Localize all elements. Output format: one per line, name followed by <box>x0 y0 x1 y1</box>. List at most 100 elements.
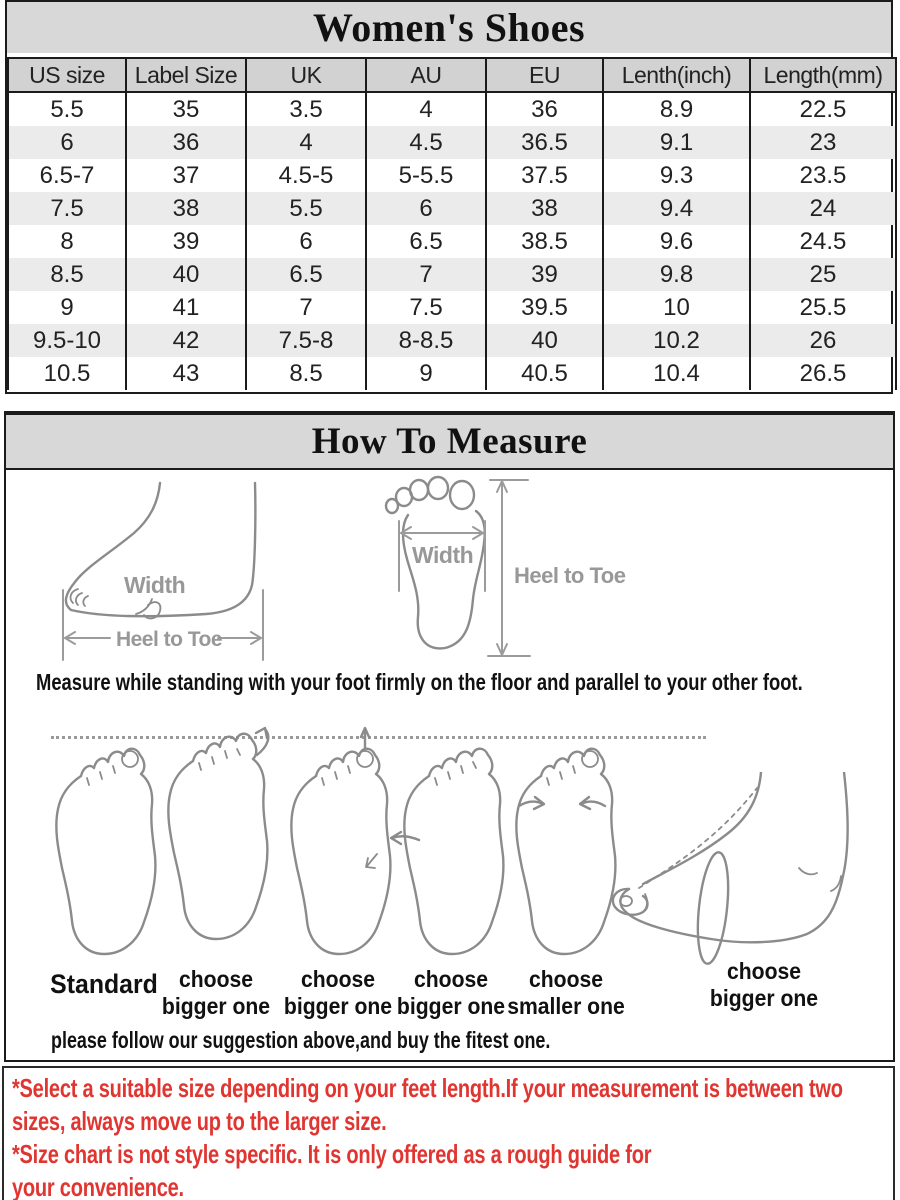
table-cell: 6 <box>365 192 487 225</box>
footnote-panel: *Select a suitable size depending on you… <box>2 1066 895 1200</box>
table-cell: 9.6 <box>602 225 751 258</box>
width-label: Width <box>124 572 185 598</box>
table-cell: 5-5.5 <box>365 159 487 192</box>
size-chart-panel: Women's Shoes US size Label Size UK AU E… <box>5 0 897 394</box>
table-cell: 9 <box>7 291 127 324</box>
table-cell: 39.5 <box>485 291 604 324</box>
table-cell: 9.4 <box>602 192 751 225</box>
foot-standard-illustration <box>55 747 157 956</box>
heel-to-toe-label: Heel to Toe <box>514 563 626 588</box>
table-cell: 24 <box>749 192 897 225</box>
footnote-line: *Size chart is not style specific. It is… <box>12 1139 652 1169</box>
table-cell: 8.9 <box>602 92 751 126</box>
table-cell: 38 <box>485 192 604 225</box>
table-cell: 10.2 <box>602 324 751 357</box>
foot-wide-illustration <box>389 747 505 956</box>
table-cell: 7.5 <box>7 192 127 225</box>
table-cell: 10.4 <box>602 357 751 390</box>
heel-to-toe-label: Heel to Toe <box>116 628 222 651</box>
table-cell: 43 <box>125 357 247 390</box>
header-cell-uk: UK <box>245 57 367 93</box>
table-cell: 8 <box>7 225 127 258</box>
foot-narrow-illustration <box>515 747 617 956</box>
foot-protruding-toe-illustration <box>167 726 270 941</box>
table-cell: 25.5 <box>749 291 897 324</box>
measure-panel: How To Measure Width Heel to Toe Width <box>4 411 895 1062</box>
table-cell: 6.5 <box>245 258 367 291</box>
table-cell: 40 <box>125 258 247 291</box>
table-cell: 5.5 <box>7 92 127 126</box>
measure-instruction: Measure while standing with your foot fi… <box>36 669 803 695</box>
header-cell-eu: EU <box>485 57 604 93</box>
table-cell: 40.5 <box>485 357 604 390</box>
table-cell: 6 <box>245 225 367 258</box>
foot-caption-bigger-4: choose bigger one <box>709 958 819 1011</box>
table-cell: 9 <box>365 357 487 390</box>
table-cell: 6.5 <box>365 225 487 258</box>
table-cell: 7 <box>245 291 367 324</box>
table-cell: 10 <box>602 291 751 324</box>
header-cell-au: AU <box>365 57 487 93</box>
table-cell: 39 <box>485 258 604 291</box>
table-row: 5.5 35 3.5 4 36 8.9 22.5 <box>7 92 897 126</box>
table-cell: 9.5-10 <box>7 324 127 357</box>
table-cell: 5.5 <box>245 192 367 225</box>
table-cell: 4.5-5 <box>245 159 367 192</box>
table-cell: 26.5 <box>749 357 897 390</box>
table-row: 7.5 38 5.5 6 38 9.4 24 <box>7 192 897 225</box>
table-cell: 36.5 <box>485 126 604 159</box>
foot-long-toe-illustration <box>290 726 392 956</box>
table-cell: 37 <box>125 159 247 192</box>
table-cell: 36 <box>125 126 247 159</box>
table-cell: 41 <box>125 291 247 324</box>
footnote-line: sizes, always move up to the larger size… <box>12 1106 387 1136</box>
size-table-body: 5.5 35 3.5 4 36 8.9 22.5 6 36 4 4.5 36.5 9.1 23 6.5-7 3… <box>7 92 897 390</box>
table-cell: 8.5 <box>245 357 367 390</box>
table-cell: 6 <box>7 126 127 159</box>
table-cell: 22.5 <box>749 92 897 126</box>
size-chart-title-band: Women's Shoes <box>7 2 891 53</box>
measure-title-band: How To Measure <box>6 415 893 470</box>
table-row: 9.5-10 42 7.5-8 8-8.5 40 10.2 26 <box>7 324 897 357</box>
table-cell: 9.8 <box>602 258 751 291</box>
foot-side-view-diagram: Width Heel to Toe <box>62 481 264 661</box>
table-row: 9 41 7 7.5 39.5 10 25.5 <box>7 291 897 324</box>
table-cell: 36 <box>485 92 604 126</box>
table-cell: 42 <box>125 324 247 357</box>
table-row: 8 39 6 6.5 38.5 9.6 24.5 <box>7 225 897 258</box>
table-cell: 6.5-7 <box>7 159 127 192</box>
table-row: 6 36 4 4.5 36.5 9.1 23 <box>7 126 897 159</box>
measure-title: How To Measure <box>311 421 588 462</box>
table-cell: 23 <box>749 126 897 159</box>
table-row: 6.5-7 37 4.5-5 5-5.5 37.5 9.3 23.5 <box>7 159 897 192</box>
table-cell: 8-8.5 <box>365 324 487 357</box>
foot-caption-bigger-3: choose bigger one <box>396 966 506 1019</box>
table-row: 10.5 43 8.5 9 40.5 10.4 26.5 <box>7 357 897 390</box>
footnote-line: your convenience. <box>12 1172 184 1200</box>
header-cell-length-inch: Lenth(inch) <box>602 57 751 93</box>
table-cell: 38.5 <box>485 225 604 258</box>
header-cell-us-size: US size <box>7 57 127 93</box>
size-chart-title: Women's Shoes <box>312 5 586 50</box>
table-cell: 35 <box>125 92 247 126</box>
foot-high-instep-illustration <box>611 772 849 965</box>
foot-caption-bigger-1: choose bigger one <box>161 966 271 1019</box>
header-cell-length-mm: Length(mm) <box>749 57 897 93</box>
table-cell: 7.5-8 <box>245 324 367 357</box>
foot-caption-smaller: choose smaller one <box>507 966 625 1019</box>
table-cell: 3.5 <box>245 92 367 126</box>
table-cell: 24.5 <box>749 225 897 258</box>
size-table-header-row: US size Label Size UK AU EU Lenth(inch) … <box>7 57 897 93</box>
table-cell: 7 <box>365 258 487 291</box>
width-label: Width <box>412 542 473 568</box>
fit-dotted-line <box>51 736 706 739</box>
table-cell: 8.5 <box>7 258 127 291</box>
suggestion-note: please follow our suggestion above,and b… <box>51 1027 551 1053</box>
foot-caption-bigger-2: choose bigger one <box>283 966 393 1019</box>
foot-top-view-diagram: Width Heel to Toe <box>384 475 626 657</box>
table-cell: 39 <box>125 225 247 258</box>
table-cell: 4 <box>365 92 487 126</box>
table-cell: 40 <box>485 324 604 357</box>
size-table: US size Label Size UK AU EU Lenth(inch) … <box>7 57 897 390</box>
